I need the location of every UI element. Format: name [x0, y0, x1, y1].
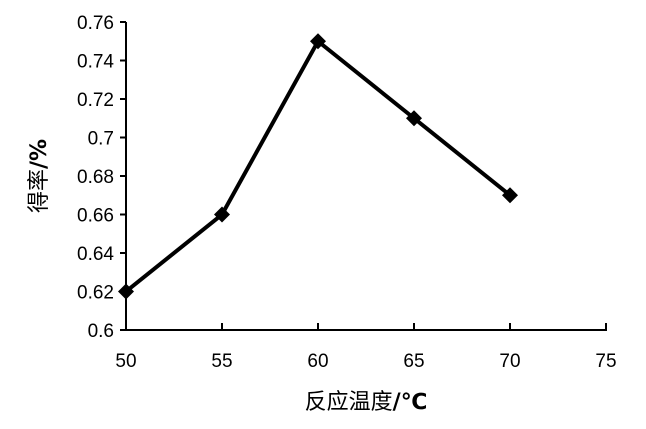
data-point-marker	[502, 187, 518, 204]
y-axis-title-unit: /%	[27, 139, 52, 169]
data-point-marker	[406, 110, 422, 127]
x-tick-label: 75	[595, 351, 616, 372]
y-axis-title: 得率/%	[27, 139, 52, 213]
y-axis-ticks: 0.6 0.62 0.64 0.66 0.68 0.7 0.72 0.74 0.76	[77, 13, 126, 342]
data-point-marker	[118, 283, 134, 300]
y-tick-label: 0.62	[77, 283, 114, 304]
x-axis-ticks: 50 55 60 65 70 75	[115, 323, 617, 372]
x-axis-title-unit: /℃	[393, 390, 428, 415]
series-group	[118, 33, 518, 300]
y-tick-label: 0.64	[77, 244, 114, 265]
chart-axes	[125, 22, 607, 331]
x-axis-title: 反应温度/℃	[305, 390, 428, 415]
x-tick-label: 60	[307, 351, 328, 372]
y-tick-label: 0.74	[77, 52, 114, 73]
x-tick-label: 65	[403, 351, 424, 372]
y-tick-label: 0.66	[77, 206, 114, 227]
x-axis-title-main: 反应温度	[305, 390, 393, 415]
y-axis-title-main: 得率	[27, 169, 52, 213]
y-tick-label: 0.72	[77, 90, 114, 111]
y-tick-label: 0.68	[77, 167, 114, 188]
x-tick-label: 55	[211, 351, 232, 372]
x-tick-label: 50	[115, 351, 136, 372]
y-tick-label: 0.6	[88, 321, 114, 342]
y-tick-label: 0.76	[77, 13, 114, 34]
data-point-marker	[214, 206, 230, 223]
y-tick-label: 0.7	[88, 129, 114, 150]
series-line	[124, 38, 512, 294]
x-tick-label: 70	[499, 351, 520, 372]
data-point-marker	[310, 33, 326, 50]
